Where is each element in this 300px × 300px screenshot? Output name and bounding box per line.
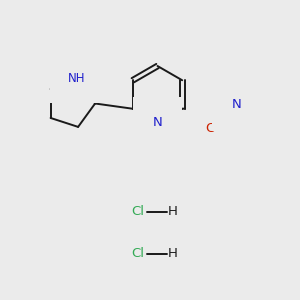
Text: Cl: Cl [131, 247, 145, 260]
Text: N: N [232, 98, 242, 111]
Text: N: N [153, 116, 162, 130]
Text: O: O [206, 122, 216, 135]
Text: H: H [168, 247, 177, 260]
Text: Cl: Cl [131, 205, 145, 218]
Text: NH: NH [68, 72, 85, 85]
Text: H: H [168, 205, 177, 218]
